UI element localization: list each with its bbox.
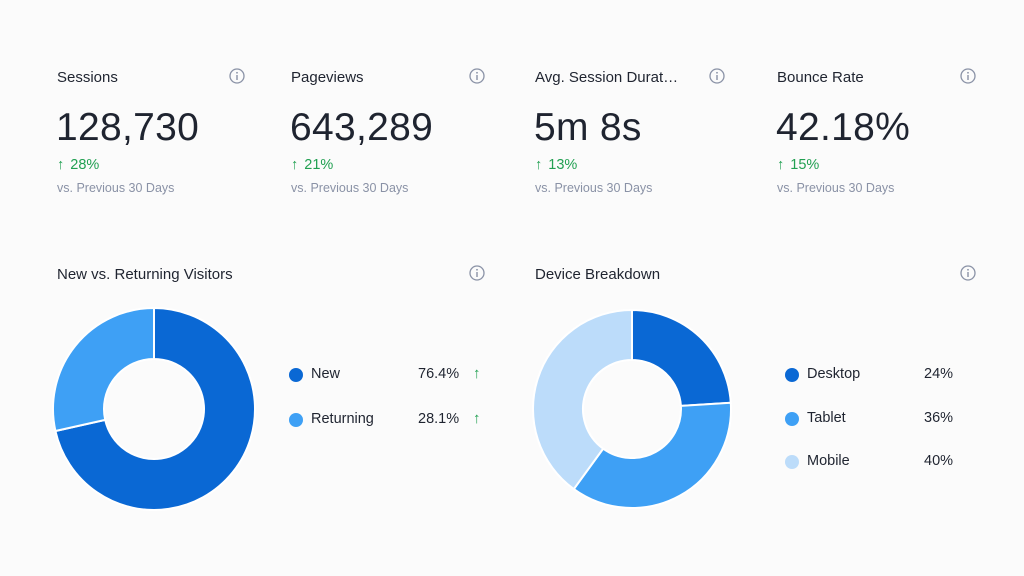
kpi-value: 643,289 <box>290 106 434 149</box>
kpi-compare-text: vs. Previous 30 Days <box>535 181 653 195</box>
info-icon[interactable] <box>229 68 245 84</box>
legend-value: 76.4% <box>418 366 460 382</box>
donut-slice-desktop[interactable] <box>631 308 732 407</box>
kpi-change: ↑ 21% <box>291 157 334 173</box>
up-arrow-icon: ↑ <box>777 157 785 173</box>
info-icon[interactable] <box>469 68 485 84</box>
up-arrow-icon: ↑ <box>535 157 543 173</box>
kpi-compare-text: vs. Previous 30 Days <box>291 181 409 195</box>
up-arrow-icon: ↑ <box>57 157 65 173</box>
section-title: Device Breakdown <box>535 266 661 283</box>
up-arrow-icon: ↑ <box>473 410 481 427</box>
legend-swatch <box>289 368 303 382</box>
legend-item-returning: Returning 28.1% ↑ <box>289 410 499 431</box>
legend-value: 28.1% <box>418 411 460 427</box>
legend-label: Tablet <box>807 410 846 426</box>
legend-label: Returning <box>311 411 374 427</box>
info-icon[interactable] <box>469 265 485 281</box>
donut-slice-new[interactable] <box>54 306 256 511</box>
donut-slice-tablet[interactable] <box>572 401 732 509</box>
kpi-change: ↑ 13% <box>535 157 578 173</box>
legend-label: New <box>311 366 341 382</box>
kpi-label: Pageviews <box>291 69 364 86</box>
visitors-donut-chart <box>52 306 256 511</box>
kpi-label: Avg. Session Durat… <box>535 69 679 86</box>
kpi-label: Sessions <box>57 69 118 86</box>
kpi-value: 5m 8s <box>534 106 642 149</box>
up-arrow-icon: ↑ <box>473 365 481 382</box>
info-icon[interactable] <box>960 68 976 84</box>
kpi-change: ↑ 28% <box>57 157 100 173</box>
legend-label: Mobile <box>807 453 850 469</box>
up-arrow-icon: ↑ <box>291 157 299 173</box>
donut-slice-returning[interactable] <box>52 306 155 433</box>
legend-swatch <box>785 455 799 469</box>
legend-item-tablet: Tablet 36% <box>785 410 965 430</box>
kpi-change: ↑ 15% <box>777 157 820 173</box>
legend-label: Desktop <box>807 366 861 382</box>
legend-item-new: New 76.4% ↑ <box>289 365 499 386</box>
legend-swatch <box>289 413 303 427</box>
legend-item-desktop: Desktop 24% <box>785 366 965 386</box>
legend-value: 36% <box>924 410 954 426</box>
legend-value: 40% <box>924 453 954 469</box>
kpi-label: Bounce Rate <box>777 69 864 86</box>
legend-item-mobile: Mobile 40% <box>785 453 965 473</box>
info-icon[interactable] <box>709 68 725 84</box>
donut-slice-mobile[interactable] <box>532 308 633 491</box>
kpi-compare-text: vs. Previous 30 Days <box>57 181 175 195</box>
info-icon[interactable] <box>960 265 976 281</box>
section-title: New vs. Returning Visitors <box>57 266 233 283</box>
legend-swatch <box>785 368 799 382</box>
kpi-value: 128,730 <box>56 106 200 149</box>
kpi-compare-text: vs. Previous 30 Days <box>777 181 895 195</box>
kpi-value: 42.18% <box>776 106 911 149</box>
legend-swatch <box>785 412 799 426</box>
legend-value: 24% <box>924 366 954 382</box>
device-donut-chart <box>532 308 732 509</box>
